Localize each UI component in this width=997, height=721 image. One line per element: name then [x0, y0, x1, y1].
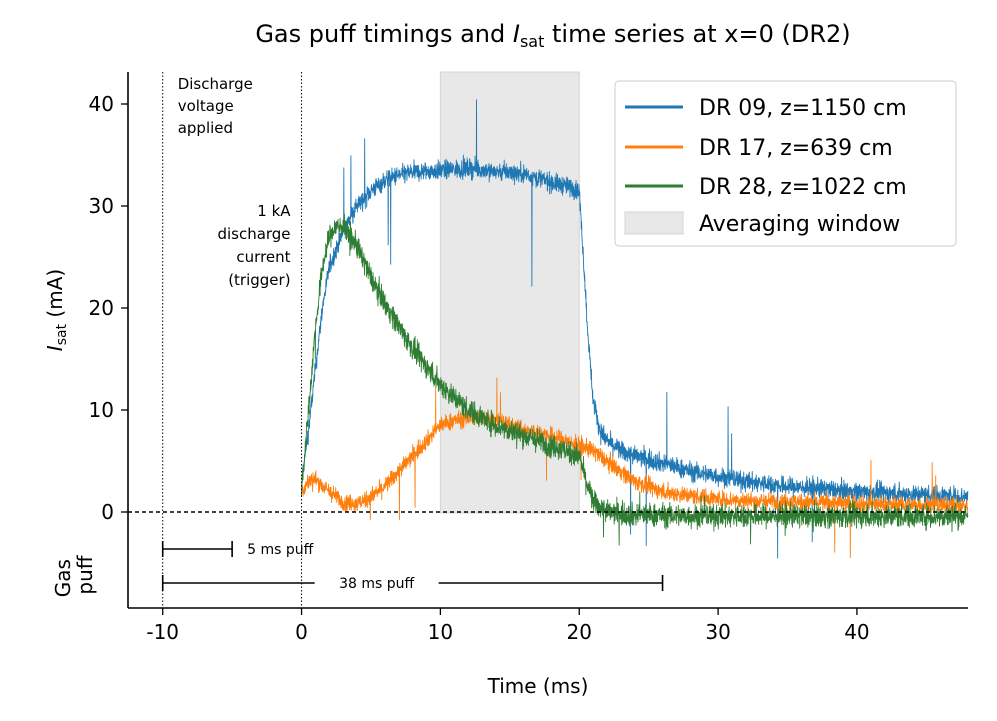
- series-dr17: [301, 377, 969, 559]
- y-tick-label: 0: [101, 500, 114, 524]
- chart-title: Gas puff timings and Isat time series at…: [255, 20, 850, 51]
- x-tick-label: 10: [428, 620, 453, 644]
- discharge-current-annotation: current: [236, 248, 290, 266]
- chart-title-subscript: sat: [520, 32, 544, 51]
- legend-box: [614, 80, 957, 247]
- legend-label: Averaging window: [699, 212, 900, 237]
- y-tick-label: 20: [89, 296, 114, 320]
- series-dr28-group: [301, 213, 969, 546]
- y-tick-label: 30: [89, 194, 114, 218]
- x-axis-label: Time (ms): [487, 674, 589, 698]
- chart-title-suffix: time series at x=0 (DR2): [544, 20, 850, 48]
- discharge-voltage-annotation: voltage: [178, 97, 234, 115]
- legend-label: DR 09, z=1150 cm: [699, 96, 907, 121]
- gas-puff-label: Gas puff: [51, 553, 97, 598]
- y-axis-label-subscript: sat: [54, 323, 70, 345]
- plot-area: Discharge voltage applied 1 kA discharge curr…: [89, 71, 969, 644]
- puff-label: 38 ms puff: [339, 576, 414, 592]
- x-tick-label: 20: [567, 620, 592, 644]
- x-tick-label: 0: [295, 620, 308, 644]
- legend-label: DR 28, z=1022 cm: [699, 175, 907, 200]
- puff-label: 5 ms puff: [247, 542, 313, 558]
- series-dr09-group: [301, 99, 969, 559]
- y-axis-label-symbol: I: [43, 345, 67, 351]
- y-axis-label-suffix: (mA): [43, 269, 67, 324]
- chart-title-prefix: Gas puff timings and: [255, 20, 513, 48]
- y-tick-label: 10: [89, 398, 114, 422]
- legend: DR 09, z=1150 cm DR 17, z=639 cm DR 28, z=…: [614, 80, 957, 247]
- y-tick-label: 40: [89, 92, 114, 116]
- y-axis-label: Isat (mA): [43, 269, 70, 351]
- series-dr28: [301, 213, 969, 546]
- discharge-voltage-annotation: applied: [178, 119, 233, 137]
- gas-puff-label-line1: Gas: [51, 559, 75, 597]
- legend-swatch: [624, 211, 684, 235]
- discharge-voltage-annotation: Discharge: [178, 75, 253, 93]
- discharge-current-annotation: discharge: [217, 225, 290, 243]
- legend-label: DR 17, z=639 cm: [699, 136, 893, 161]
- gas-puff-label-line2: puff: [73, 554, 97, 594]
- chart-title-symbol: I: [513, 20, 520, 48]
- x-tick-label: 40: [844, 620, 869, 644]
- x-tick-label: 30: [705, 620, 730, 644]
- discharge-current-annotation: (trigger): [228, 271, 290, 289]
- series-dr17-group: [301, 377, 969, 559]
- x-tick-label: -10: [146, 620, 179, 644]
- series-dr09: [301, 99, 969, 559]
- discharge-current-annotation: 1 kA: [257, 202, 291, 220]
